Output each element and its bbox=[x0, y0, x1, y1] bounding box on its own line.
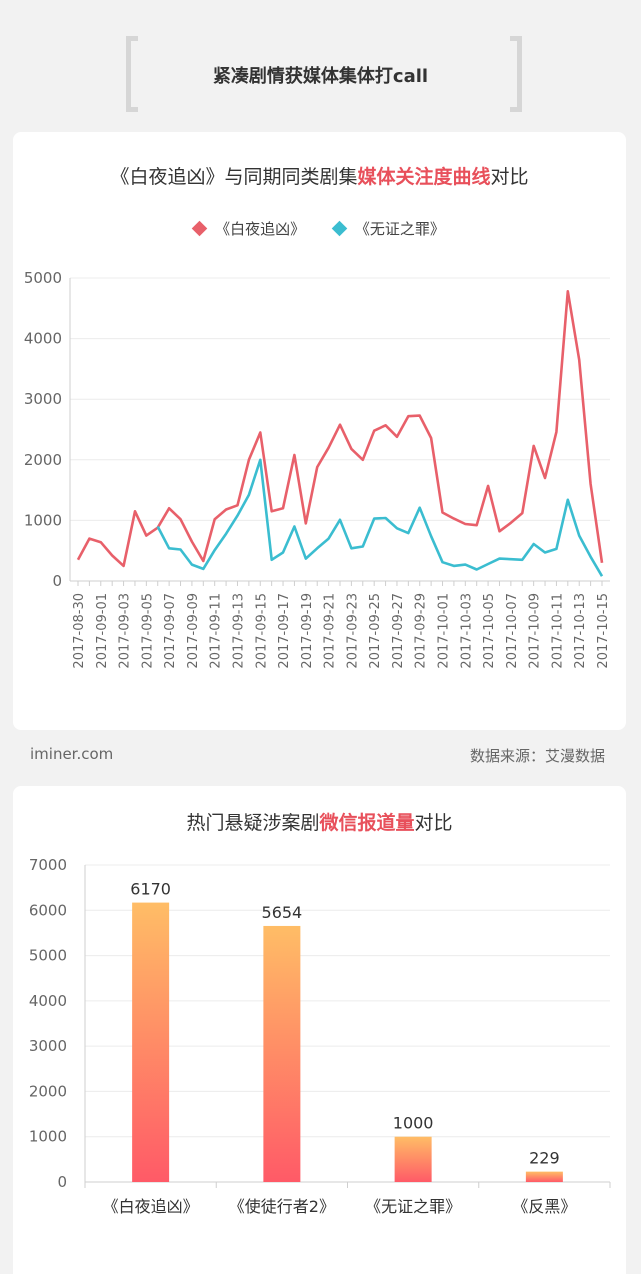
y-tick-label: 4000 bbox=[24, 330, 62, 348]
series-line-2 bbox=[156, 458, 604, 577]
x-category-label: 《使徒行者2》 bbox=[229, 1197, 335, 1216]
bar-data-label: 229 bbox=[529, 1149, 560, 1168]
page-title: 紧凑剧情获媒体集体打call bbox=[212, 66, 429, 87]
y-tick-label: 2000 bbox=[29, 1082, 67, 1100]
bar-chart-title: 热门悬疑涉案剧微信报道量对比 bbox=[13, 808, 626, 835]
x-tick-label: 2017-10-11 bbox=[550, 593, 565, 669]
x-tick-label: 2017-09-29 bbox=[414, 593, 429, 669]
page-header: 紧凑剧情获媒体集体打call bbox=[0, 30, 641, 120]
bar-chart-title-pre: 热门悬疑涉案剧 bbox=[186, 812, 320, 834]
legend-item-series-1[interactable]: 《白夜追凶》 bbox=[191, 218, 306, 239]
line-chart-title: 《白夜追凶》与同期同类剧集媒体关注度曲线对比 bbox=[13, 162, 626, 189]
bar-data-label: 1000 bbox=[393, 1114, 434, 1133]
x-tick-label: 2017-09-17 bbox=[277, 593, 292, 669]
x-tick-label: 2017-08-30 bbox=[72, 593, 87, 669]
x-tick-label: 2017-10-01 bbox=[437, 593, 452, 669]
bar-data-label: 5654 bbox=[262, 903, 303, 922]
footer-source-url: iminer.com bbox=[30, 745, 114, 763]
right-bracket-decoration bbox=[510, 36, 522, 112]
x-tick-label: 2017-09-07 bbox=[163, 593, 178, 669]
x-tick-label: 2017-09-01 bbox=[95, 593, 110, 669]
y-tick-label: 5000 bbox=[24, 269, 62, 287]
y-tick-label: 6000 bbox=[29, 901, 67, 919]
y-tick-label: 0 bbox=[52, 572, 62, 590]
x-category-label: 《反黑》 bbox=[512, 1197, 576, 1216]
legend-label-series-2: 《无证之罪》 bbox=[354, 220, 445, 238]
line-chart-legend: 《白夜追凶》 《无证之罪》 bbox=[13, 218, 626, 239]
x-tick-label: 2017-10-09 bbox=[528, 593, 543, 669]
line-chart-title-pre: 《白夜追凶》与同期同类剧集 bbox=[110, 166, 358, 188]
legend-item-series-2[interactable]: 《无证之罪》 bbox=[331, 218, 445, 239]
x-tick-label: 2017-10-05 bbox=[482, 593, 497, 669]
x-tick-label: 2017-09-09 bbox=[186, 593, 201, 669]
legend-label-series-1: 《白夜追凶》 bbox=[215, 220, 306, 238]
x-tick-label: 2017-09-03 bbox=[118, 593, 133, 669]
x-category-label: 《无证之罪》 bbox=[365, 1197, 461, 1216]
y-tick-label: 4000 bbox=[29, 992, 67, 1010]
y-tick-label: 1000 bbox=[29, 1128, 67, 1146]
y-tick-label: 3000 bbox=[24, 390, 62, 408]
x-tick-label: 2017-09-13 bbox=[231, 593, 246, 669]
y-tick-label: 2000 bbox=[24, 451, 62, 469]
bar-data-label: 6170 bbox=[130, 880, 171, 899]
x-tick-label: 2017-10-03 bbox=[459, 593, 474, 669]
bar-chart-title-highlight: 微信报道量 bbox=[319, 812, 415, 834]
x-tick-label: 2017-09-15 bbox=[254, 593, 269, 669]
x-tick-label: 2017-09-27 bbox=[391, 593, 406, 669]
x-tick-label: 2017-10-13 bbox=[573, 593, 588, 669]
x-tick-label: 2017-09-05 bbox=[140, 593, 155, 669]
bar bbox=[132, 902, 170, 1182]
y-tick-label: 5000 bbox=[29, 947, 67, 965]
x-tick-label: 2017-09-21 bbox=[323, 593, 338, 669]
y-tick-label: 0 bbox=[57, 1173, 67, 1191]
y-tick-label: 1000 bbox=[24, 511, 62, 529]
line-chart-card: 《白夜追凶》与同期同类剧集媒体关注度曲线对比 《白夜追凶》 《无证之罪》 0 10… bbox=[13, 132, 626, 730]
x-tick-label: 2017-09-23 bbox=[345, 593, 360, 669]
x-tick-label: 2017-09-11 bbox=[209, 593, 224, 669]
bar-chart-plot: 0 1000 2000 3000 4000 5000 6000 7000 6170 《白夜追凶》 5… bbox=[29, 856, 611, 1216]
line-chart-title-highlight: 媒体关注度曲线 bbox=[357, 166, 491, 188]
line-chart-title-post: 对比 bbox=[490, 166, 529, 188]
x-tick-label: 2017-09-25 bbox=[368, 593, 383, 669]
x-category-label: 《白夜追凶》 bbox=[103, 1197, 199, 1216]
x-tick-label: 2017-09-19 bbox=[300, 593, 315, 669]
x-tick-label: 2017-10-15 bbox=[596, 593, 611, 669]
y-tick-label: 7000 bbox=[29, 856, 67, 874]
bar bbox=[525, 1171, 563, 1182]
line-chart-plot: 0 1000 2000 3000 4000 5000 2017-08-30 2017-09-0… bbox=[24, 269, 611, 669]
series-line-1 bbox=[76, 290, 604, 568]
y-tick-label: 3000 bbox=[29, 1037, 67, 1055]
footer-source-credit: 数据来源：艾漫数据 bbox=[469, 747, 605, 765]
bar-chart-card: 热门悬疑涉案剧微信报道量对比 0 1000 2000 3000 4000 5000 6000… bbox=[13, 786, 626, 1274]
bar-chart-title-post: 对比 bbox=[414, 812, 453, 834]
bar bbox=[263, 925, 301, 1182]
x-tick-label: 2017-10-07 bbox=[505, 593, 520, 669]
bar bbox=[394, 1136, 432, 1182]
left-bracket-decoration bbox=[126, 36, 138, 112]
